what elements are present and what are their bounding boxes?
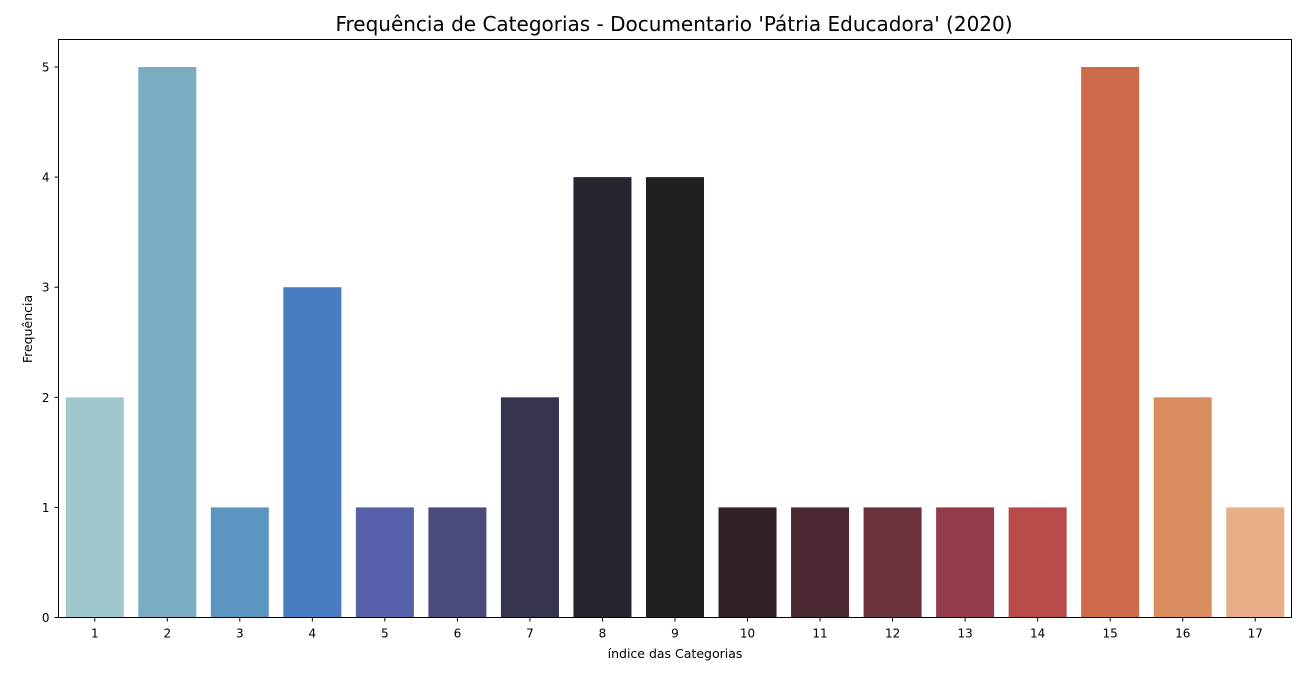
x-tick-label: 3: [236, 627, 244, 641]
x-axis-label: índice das Categorias: [608, 646, 743, 661]
x-tick-label: 8: [599, 627, 607, 641]
y-axis-ticks: 0 1 2 3 4 5: [42, 61, 59, 625]
x-axis-ticks: 1 2 3 4 5 6 7 8 9 10 11 12 13 14 15 16 17: [91, 617, 1263, 641]
x-tick-label: 14: [1030, 627, 1045, 641]
bar-category-14: [1008, 507, 1067, 618]
y-tick-label: 5: [42, 61, 50, 75]
bar-category-7: [500, 397, 559, 618]
x-tick-label: 9: [671, 627, 679, 641]
bars-layer: [65, 67, 1285, 618]
bar-category-16: [1153, 397, 1212, 618]
y-tick-label: 2: [42, 391, 50, 405]
bar-category-6: [428, 507, 487, 618]
x-tick-label: 4: [309, 627, 317, 641]
y-axis-label: Frequência: [20, 295, 35, 363]
bar-category-2: [138, 67, 197, 618]
x-tick-label: 10: [740, 627, 755, 641]
x-tick-label: 12: [885, 627, 900, 641]
bar-category-5: [355, 507, 414, 618]
bar-category-4: [283, 287, 342, 618]
chart-title: Frequência de Categorias - Documentario …: [335, 12, 1012, 36]
bar-category-13: [936, 507, 995, 618]
bar-category-15: [1081, 67, 1140, 618]
bar-category-9: [645, 177, 705, 618]
bar-category-11: [791, 507, 850, 618]
x-tick-label: 7: [526, 627, 534, 641]
y-tick-label: 3: [42, 281, 50, 295]
x-tick-label: 6: [454, 627, 462, 641]
x-tick-label: 15: [1103, 627, 1118, 641]
bar-category-1: [65, 397, 124, 618]
bar-category-12: [863, 507, 922, 618]
y-tick-label: 4: [42, 171, 50, 185]
x-tick-label: 1: [91, 627, 99, 641]
x-tick-label: 11: [812, 627, 827, 641]
x-tick-label: 13: [957, 627, 972, 641]
y-tick-label: 0: [42, 611, 50, 625]
bar-category-10: [718, 507, 777, 618]
y-tick-label: 1: [42, 501, 50, 515]
bar-category-17: [1226, 507, 1285, 618]
bar-category-3: [210, 507, 269, 618]
x-tick-label: 16: [1175, 627, 1190, 641]
x-tick-label: 17: [1248, 627, 1263, 641]
x-tick-label: 2: [163, 627, 171, 641]
x-tick-label: 5: [381, 627, 389, 641]
plot-frame: [58, 39, 1292, 618]
bar-category-8: [573, 177, 632, 618]
